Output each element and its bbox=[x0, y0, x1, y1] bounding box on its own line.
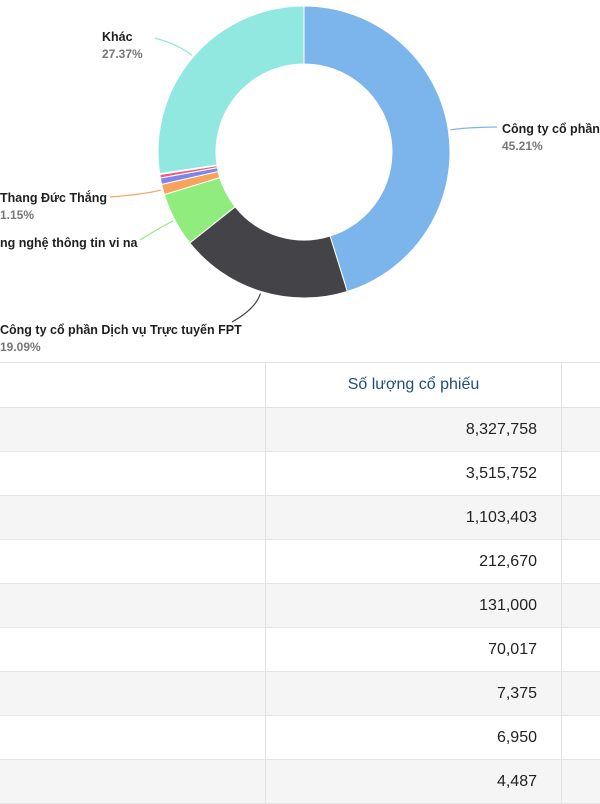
share-quantity-cell: 8,327,758 bbox=[265, 408, 562, 451]
label-cong-ty-co-phan: Công ty cổ phần 45.21% bbox=[502, 121, 600, 155]
donut-chart: Khác 27.37% Công ty cổ phần 45.21% Thang… bbox=[0, 0, 600, 362]
table-body: 8,327,758 3,515,752 1,103,403 212,670 131,00… bbox=[0, 408, 600, 804]
label-khac: Khác 27.37% bbox=[102, 29, 143, 63]
label-cong-nghe-vi-na-name: ng nghệ thông tin vi na bbox=[0, 236, 138, 250]
label-khac-percent: 27.37% bbox=[102, 47, 143, 61]
header-so-luong-co-phieu: Số lượng cổ phiếu bbox=[265, 363, 562, 407]
label-thang-duc-thang: Thang Đức Thắng 1.15% bbox=[0, 190, 107, 224]
label-connector bbox=[139, 220, 174, 241]
label-fpt: Công ty cổ phần Dịch vụ Trực tuyến FPT 1… bbox=[0, 322, 242, 356]
label-thang-duc-thang-percent: 1.15% bbox=[0, 208, 35, 222]
table-row: 212,670 bbox=[0, 540, 600, 584]
share-quantity-cell: 7,375 bbox=[265, 672, 562, 715]
share-quantity-cell: 4,487 bbox=[265, 760, 562, 803]
share-quantity-cell: 131,000 bbox=[265, 584, 562, 627]
table-row: 8,327,758 bbox=[0, 408, 600, 452]
table-row: 3,515,752 bbox=[0, 452, 600, 496]
label-fpt-percent: 19.09% bbox=[0, 340, 41, 354]
share-quantity-cell: 3,515,752 bbox=[265, 452, 562, 495]
donut-slice[interactable] bbox=[157, 5, 305, 175]
table-row: 70,017 bbox=[0, 628, 600, 672]
donut-chart-svg bbox=[109, 5, 498, 323]
table-header-row: Số lượng cổ phiếu bbox=[0, 363, 600, 408]
table-row: 6,950 bbox=[0, 716, 600, 760]
donut-slice[interactable] bbox=[303, 5, 451, 293]
table-row: 1,103,403 bbox=[0, 496, 600, 540]
label-cong-ty-co-phan-percent: 45.21% bbox=[502, 139, 543, 153]
table-row: 7,375 bbox=[0, 672, 600, 716]
label-khac-name: Khác bbox=[102, 30, 133, 44]
share-quantity-cell: 70,017 bbox=[265, 628, 562, 671]
label-thang-duc-thang-name: Thang Đức Thắng bbox=[0, 191, 107, 205]
share-quantity-cell: 6,950 bbox=[265, 716, 562, 759]
label-fpt-name: Công ty cổ phần Dịch vụ Trực tuyến FPT bbox=[0, 323, 242, 337]
shareholder-table: Số lượng cổ phiếu 8,327,758 3,515,752 1,10… bbox=[0, 362, 600, 804]
table-row: 4,487 bbox=[0, 760, 600, 804]
table-row: 131,000 bbox=[0, 584, 600, 628]
label-cong-nghe-vi-na: ng nghệ thông tin vi na bbox=[0, 235, 137, 252]
label-connector bbox=[450, 126, 498, 131]
share-quantity-cell: 1,103,403 bbox=[265, 496, 562, 539]
share-quantity-cell: 212,670 bbox=[265, 540, 562, 583]
label-cong-ty-co-phan-name: Công ty cổ phần bbox=[502, 122, 600, 136]
label-connector bbox=[109, 189, 162, 198]
label-connector bbox=[154, 37, 193, 56]
label-connector bbox=[231, 293, 262, 323]
